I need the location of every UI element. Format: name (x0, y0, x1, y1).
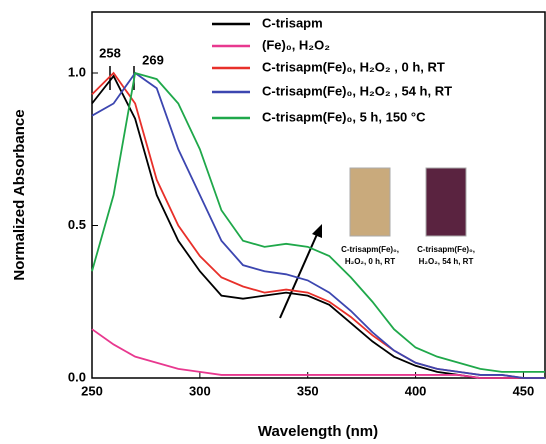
legend-label: C-trisapm (262, 15, 323, 30)
inset-caption: H₂O₂, 54 h, RT (419, 257, 474, 266)
inset-caption: C-trisapm(Fe)₀, (341, 245, 399, 254)
vial (350, 168, 390, 236)
arrow-head (312, 224, 322, 238)
x-tick-label: 300 (189, 383, 211, 398)
y-tick-label: 0.5 (68, 217, 86, 232)
legend-label: C-trisapm(Fe)₀, H₂O₂ , 54 h, RT (262, 83, 452, 98)
y-axis-title: Normalized Absorbance (11, 109, 28, 280)
y-tick-label: 0.0 (68, 369, 86, 384)
x-tick-label: 400 (405, 383, 427, 398)
legend-label: C-trisapm(Fe)₀, 5 h, 150 °C (262, 109, 426, 124)
x-tick-label: 450 (513, 383, 535, 398)
x-axis-title: Wavelength (nm) (258, 423, 378, 440)
vial (426, 168, 466, 236)
legend-label: C-trisapm(Fe)₀, H₂O₂ , 0 h, RT (262, 59, 445, 74)
series-line (92, 329, 545, 378)
x-tick-label: 350 (297, 383, 319, 398)
annotation: 258 (99, 45, 121, 60)
inset-caption: H₂O₂, 0 h, RT (345, 257, 395, 266)
legend-label: (Fe)₀, H₂O₂ (262, 37, 330, 52)
x-tick-label: 250 (81, 383, 103, 398)
y-tick-label: 1.0 (68, 64, 86, 79)
chart: Normalized Absorbance Wavelength (nm) 25… (0, 0, 546, 444)
annotation: 269 (142, 52, 164, 67)
inset-caption: C-trisapm(Fe)₀, (417, 245, 475, 254)
